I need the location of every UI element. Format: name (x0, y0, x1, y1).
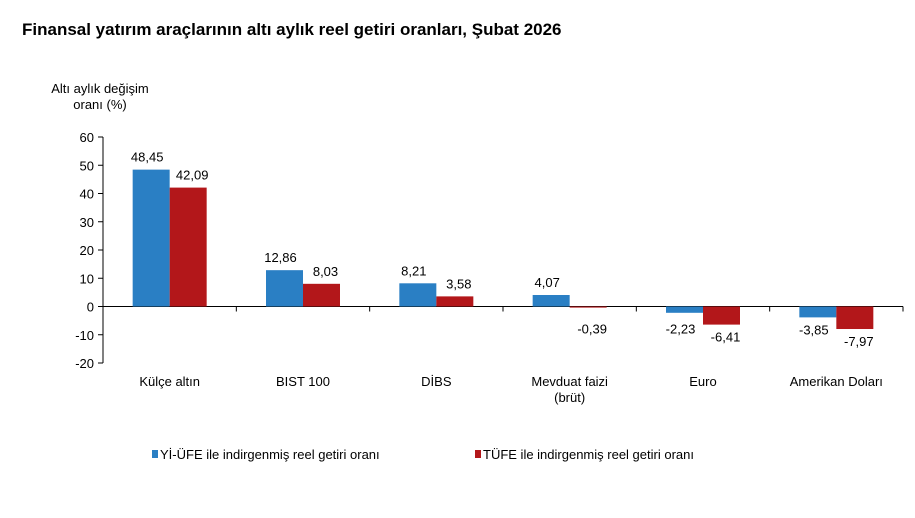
x-tick-label: DİBS (421, 374, 452, 389)
x-tick-label: Külçe altın (139, 374, 200, 389)
bar (666, 306, 703, 313)
y-tick-label: -20 (75, 356, 94, 371)
data-label: -3,85 (799, 322, 829, 337)
x-tick-label: Amerikan Doları (790, 374, 883, 389)
data-label: 48,45 (131, 150, 164, 165)
data-label: 12,86 (264, 250, 297, 265)
x-tick-label: (brüt) (554, 390, 585, 405)
x-tick-label: Euro (689, 374, 716, 389)
y-axis-label: Altı aylık değişim (51, 81, 149, 96)
bar (169, 187, 207, 307)
x-tick-label: Mevduat faizi (531, 374, 608, 389)
bar (399, 283, 437, 307)
y-tick-label: 60 (80, 130, 94, 145)
bar (132, 169, 170, 307)
y-tick-label: 30 (80, 215, 94, 230)
legend-label: Yİ-ÜFE ile indirgenmiş reel getiri oranı (160, 447, 380, 462)
legend-swatch (475, 450, 481, 458)
bar (436, 296, 474, 307)
y-tick-label: 0 (87, 300, 94, 315)
data-label: -2,23 (666, 322, 696, 337)
data-label: 4,07 (535, 275, 560, 290)
y-tick-label: 20 (80, 243, 94, 258)
data-label: -0,39 (577, 322, 607, 337)
bar (703, 306, 740, 325)
legend-swatch (152, 450, 158, 458)
y-tick-label: 40 (80, 187, 94, 202)
data-label: 3,58 (446, 276, 471, 291)
data-label: 8,03 (313, 264, 338, 279)
y-tick-label: -10 (75, 328, 94, 343)
data-label: -7,97 (844, 334, 874, 349)
bar (266, 270, 303, 307)
chart-title: Finansal yatırım araçlarının altı aylık … (22, 20, 562, 39)
bar (569, 306, 607, 308)
bar (303, 283, 340, 307)
bar (532, 295, 570, 307)
bar (836, 306, 874, 330)
legend-label: TÜFE ile indirgenmiş reel getiri oranı (483, 447, 694, 462)
y-tick-label: 50 (80, 158, 94, 173)
y-axis-label: oranı (%) (73, 97, 126, 112)
data-label: 8,21 (401, 263, 426, 278)
data-label: 42,09 (176, 168, 209, 183)
data-label: -6,41 (711, 330, 741, 345)
y-tick-label: 10 (80, 271, 94, 286)
x-tick-label: BIST 100 (276, 374, 330, 389)
bar (799, 306, 837, 318)
